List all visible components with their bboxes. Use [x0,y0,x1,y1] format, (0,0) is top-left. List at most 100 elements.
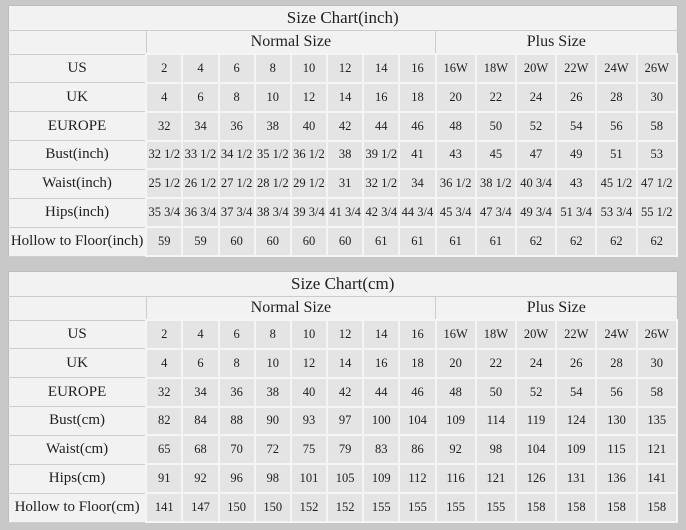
size-cell: 48 [434,376,477,408]
size-row: Waist(cm) 65 68 70 72 75 79 83 86 92 98 104 109 115 12… [8,434,679,466]
size-cell: 36 [217,376,256,408]
size-row: EUROPE 32 34 36 38 40 42 44 46 48 50 52 54 56 58 [8,110,678,142]
group-header-plus-size: Plus Size [435,30,677,55]
size-cell: 53 [635,139,678,171]
size-cell: 98 [474,434,517,466]
size-cell: 35 3/4 [145,197,184,229]
size-cell: 41 [398,139,437,171]
size-cell: 52 [514,110,558,142]
size-chart-cm-table: Size Chart(cm) Normal Size Plus Size US 2… [8,271,679,523]
size-cell: 25 1/2 [145,168,184,200]
row-label: Bust(cm) [8,406,147,436]
size-cell: 20 [434,347,477,379]
size-cell: 34 [181,110,220,142]
size-cell: 100 [362,405,401,437]
size-cell: 62 [514,226,558,257]
size-cell: 12 [326,319,365,350]
size-cell: 42 [326,110,365,142]
size-chart-cm-body: Size Chart(cm) Normal Size Plus Size US 2… [8,271,679,523]
size-cell: 62 [555,226,598,257]
size-cell: 24 [514,81,558,113]
size-cell: 83 [362,434,401,466]
size-cell: 88 [217,405,256,437]
size-cell: 155 [398,492,437,523]
row-label: US [8,53,147,84]
size-row: Hollow to Floor(inch) 59 59 60 60 60 60 61 61 61 6… [8,226,678,257]
size-cell: 37 3/4 [217,197,256,229]
size-cell: 44 [362,110,401,142]
size-cell: 26 [555,347,598,379]
size-cell: 50 [474,376,517,408]
size-cell: 31 [326,168,365,200]
size-cell: 114 [474,405,517,437]
size-row: US 2 4 6 8 10 12 14 16 16W 18W 20W 22W 24W 26W [8,53,678,84]
size-cell: 38 [253,376,292,408]
size-cell: 16 [362,81,401,113]
size-cell: 58 [635,110,678,142]
size-cell: 12 [289,81,329,113]
size-cell: 82 [145,405,184,437]
size-row: Waist(inch) 25 1/2 26 1/2 27 1/2 28 1/2 29 1/… [8,168,678,200]
size-cell: 8 [253,53,292,84]
size-cell: 26W [635,53,678,84]
size-chart-inch-body: Size Chart(inch) Normal Size Plus Size U… [8,5,678,257]
size-cell: 38 1/2 [474,168,517,200]
size-cell: 38 [326,139,365,171]
row-label: EUROPE [8,111,147,142]
size-cell: 62 [595,226,638,257]
size-cell: 62 [635,226,678,257]
size-cell: 24W [595,319,638,350]
row-label: US [8,319,147,350]
size-cell: 10 [253,81,292,113]
size-cell: 45 1/2 [595,168,638,200]
size-cell: 20W [514,53,558,84]
size-cell: 116 [434,463,477,495]
size-cell: 58 [635,376,679,408]
size-cell: 32 [145,376,184,408]
size-cell: 36 [217,110,256,142]
size-cell: 104 [514,434,558,466]
row-label: UK [8,82,147,113]
size-cell: 24 [514,347,558,379]
size-cell: 6 [181,81,220,113]
size-cell: 18W [474,319,517,350]
size-cell: 40 [289,110,329,142]
size-cell: 22 [474,81,517,113]
size-cell: 6 [181,347,220,379]
size-cell: 54 [555,376,598,408]
size-cell: 126 [514,463,558,495]
size-cell: 158 [595,492,638,523]
row-label: Bust(inch) [8,140,147,170]
size-cell: 61 [434,226,477,257]
size-cell: 119 [514,405,558,437]
size-cell: 2 [145,319,184,350]
size-row: Bust(inch) 32 1/2 33 1/2 34 1/2 35 1/2 36 1/2… [8,139,678,171]
size-cell: 27 1/2 [217,168,256,200]
size-cell: 20 [434,81,477,113]
size-cell: 12 [289,347,329,379]
size-cell: 150 [253,492,292,523]
size-cell: 61 [362,226,401,257]
size-cell: 16 [398,319,437,350]
size-cell: 105 [326,463,365,495]
size-cell: 14 [362,319,401,350]
size-cell: 48 [434,110,477,142]
size-cell: 4 [181,53,220,84]
table-title: Size Chart(inch) [8,5,677,31]
size-cell: 8 [217,347,256,379]
size-cell: 16 [362,347,401,379]
size-cell: 131 [555,463,598,495]
size-row: UK 4 6 8 10 12 14 16 18 20 22 24 26 28 30 [8,81,678,113]
size-cell: 18 [398,81,437,113]
size-cell: 49 [555,139,598,171]
size-cell: 155 [434,492,477,523]
size-cell: 60 [289,226,329,257]
size-cell: 141 [145,492,184,523]
size-cell: 34 [398,168,437,200]
group-header-normal-size: Normal Size [146,296,437,321]
size-cell: 20W [514,319,558,350]
size-cell: 46 [398,110,437,142]
size-row: EUROPE 32 34 36 38 40 42 44 46 48 50 52 54 56 58 [8,376,679,408]
size-cell: 152 [326,492,365,523]
row-label: EUROPE [8,377,147,408]
